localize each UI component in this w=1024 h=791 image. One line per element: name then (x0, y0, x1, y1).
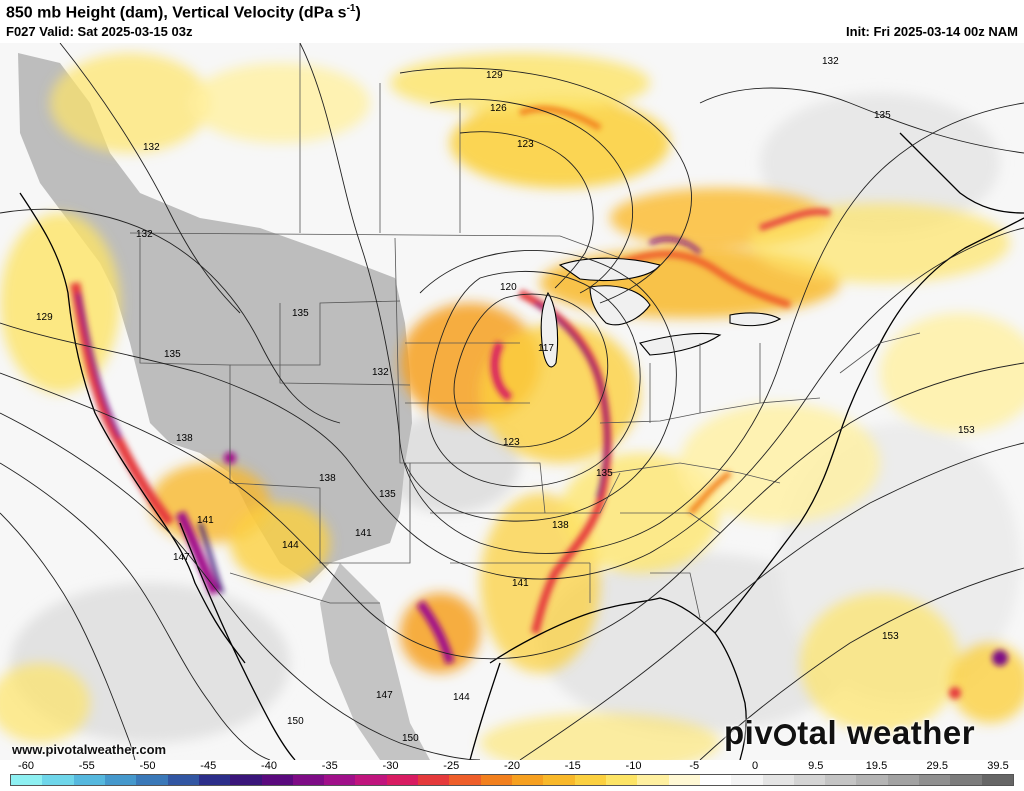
colorbar-swatch (261, 775, 293, 785)
colorbar-swatch (950, 775, 982, 785)
contour-label: 144 (453, 692, 470, 703)
colorbar-swatch (793, 775, 826, 785)
contour-labels: 129 126 123 132 135 132 132 129 135 135 … (36, 56, 975, 744)
contour-label: 153 (882, 631, 899, 642)
contour-label: 135 (164, 349, 181, 360)
colorbar-swatch (198, 775, 231, 785)
colorbar-swatch (543, 775, 575, 785)
valid-time: F027 Valid: Sat 2025-03-15 03z (6, 24, 193, 39)
colorbar-swatch (605, 775, 638, 785)
colorbar-swatch (104, 775, 137, 785)
contour-label: 144 (282, 540, 299, 551)
contour-label: 135 (292, 308, 309, 319)
init-time: Init: Fri 2025-03-14 00z NAM (846, 24, 1018, 39)
contour-label: 141 (355, 528, 372, 539)
brand-logo: piv tal weather (724, 714, 976, 751)
map-header: 850 mb Height (dam), Vertical Velocity (… (0, 0, 1024, 42)
colorbar-swatch (230, 775, 262, 785)
colorbar-swatch (386, 775, 419, 785)
colorbar-swatch (981, 775, 1013, 785)
colorbar-swatch (731, 775, 763, 785)
colorbar-tick-label: 19.5 (865, 760, 888, 772)
colorbar-swatch (11, 775, 43, 785)
colorbar-swatch (480, 775, 512, 785)
colorbar-swatch (762, 775, 794, 785)
contour-label: 150 (402, 733, 419, 744)
colorbar-swatch (699, 775, 732, 785)
contour-label: 141 (197, 515, 214, 526)
height-contours (0, 43, 1024, 760)
colorbar-swatch (825, 775, 857, 785)
contour-label: 123 (503, 437, 520, 448)
colorbar-tick-label: -15 (564, 760, 581, 772)
vertical-velocity-shading (0, 53, 1024, 760)
contour-label: 132 (143, 142, 160, 153)
contour-label: 141 (512, 578, 529, 589)
colorbar-tick-label: -5 (689, 760, 700, 772)
contour-label: 147 (173, 552, 190, 563)
colorbar-swatch (449, 775, 481, 785)
colorbar-swatch (574, 775, 606, 785)
source-url: www.pivotalweather.com (12, 742, 167, 757)
colorbar-tick-label: -60 (18, 760, 34, 772)
contour-label: 138 (319, 473, 336, 484)
colorbar-swatch (919, 775, 951, 785)
colorbar-swatch (418, 775, 450, 785)
map-title: 850 mb Height (dam), Vertical Velocity (… (6, 3, 361, 22)
contour-label: 147 (376, 690, 393, 701)
colorbar-tick-label: -30 (382, 760, 399, 772)
contour-label: 135 (596, 468, 613, 479)
colorbar-swatch (637, 775, 669, 785)
colorbar-tick-label: 9.5 (808, 760, 824, 772)
contour-label: 129 (486, 70, 503, 81)
colorbar-tick-label: -35 (321, 760, 338, 772)
contour-label: 120 (500, 282, 517, 293)
contour-label: 132 (822, 56, 839, 67)
colorbar-swatch (355, 775, 387, 785)
colorbar (10, 774, 1014, 786)
colorbar-swatch (512, 775, 544, 785)
colorbar-swatch (73, 775, 105, 785)
colorbar-swatch (668, 775, 700, 785)
contour-label: 135 (874, 110, 891, 121)
contour-label: 135 (379, 489, 396, 500)
contour-label: 117 (538, 343, 554, 354)
colorbar-tick-label: -40 (261, 760, 277, 772)
contour-label: 126 (490, 103, 507, 114)
colorbar-tick-label: -45 (200, 760, 217, 772)
contour-label: 153 (958, 425, 975, 436)
colorbar-tick-label: 29.5 (926, 760, 948, 772)
contour-label: 132 (136, 229, 153, 240)
colorbar-tick-label: -50 (139, 760, 156, 772)
colorbar-tick-label: -10 (625, 760, 642, 772)
colorbar-swatch (324, 775, 356, 785)
colorbar-tick-label: 0 (751, 760, 759, 772)
logo-circle-icon (774, 724, 797, 746)
contour-label: 132 (372, 367, 389, 378)
colorbar-tick-label: -20 (504, 760, 520, 772)
coastlines (19, 132, 1024, 760)
colorbar-swatch (136, 775, 168, 785)
colorbar-swatch (167, 775, 199, 785)
map-canvas[interactable]: 129 126 123 132 135 132 132 129 135 135 … (0, 43, 1024, 760)
colorbar-swatch (292, 775, 325, 785)
colorbar-swatch (42, 775, 74, 785)
contour-label: 138 (552, 520, 569, 531)
colorbar-tick-label: 39.5 (987, 760, 1009, 772)
contour-label: 129 (36, 312, 53, 323)
colorbar-tick-label: -25 (443, 760, 460, 772)
colorbar-swatch (887, 775, 920, 785)
contour-label: 150 (287, 716, 304, 727)
colorbar-swatch (856, 775, 888, 785)
weather-map-svg: 129 126 123 132 135 132 132 129 135 135 … (0, 43, 1024, 760)
colorbar-tick-label: -55 (78, 760, 95, 772)
political-borders (129, 43, 921, 619)
contour-label: 123 (517, 139, 534, 150)
contour-label: 138 (176, 433, 193, 444)
colorbar-tick-labels: -60 -55 -50 -45 -40 -35 -30 -25 -20 -15 -10 -5 0 9.5 1… (10, 760, 1014, 774)
terrain-mask (18, 53, 430, 760)
